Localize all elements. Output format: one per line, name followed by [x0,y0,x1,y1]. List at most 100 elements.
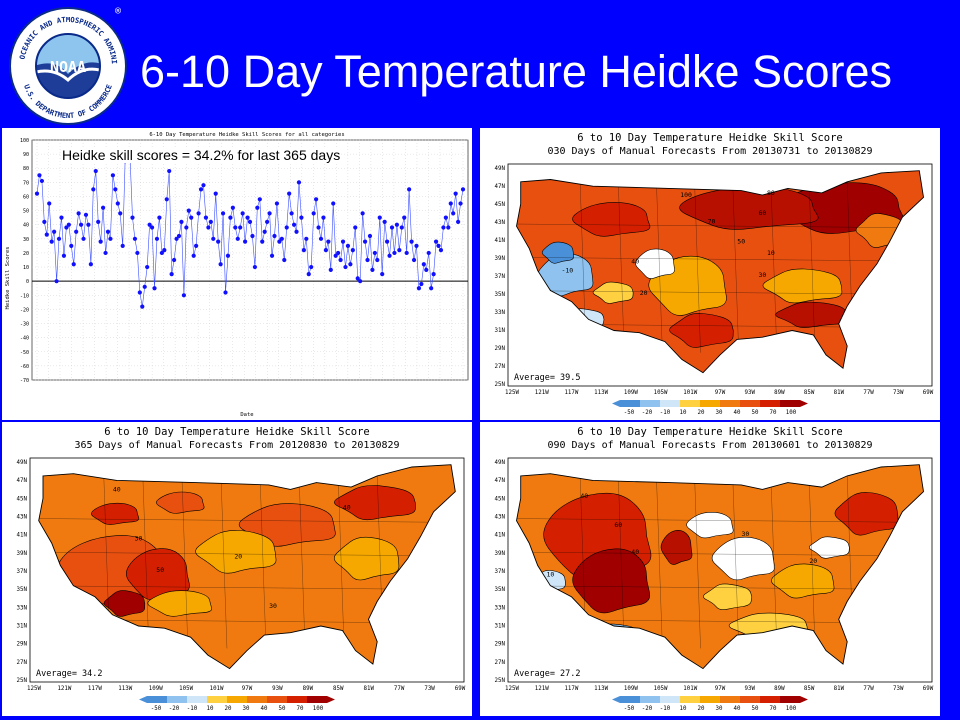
lon-label: 101W [683,390,697,396]
data-point [284,225,289,230]
scale-swatch [780,400,800,407]
data-point [345,243,351,248]
data-point [277,239,282,244]
lon-label: 113W [594,390,608,396]
scale-swatch [620,400,640,407]
lon-label: 117W [88,686,102,692]
state-border [694,181,701,353]
data-point [230,205,235,210]
data-point [86,222,91,227]
lat-label: 45N [495,202,506,208]
data-point [184,225,189,230]
lat-label: 45N [495,496,506,502]
lat-label: 31N [495,328,506,334]
scale-label: -10 [187,706,198,712]
data-point [247,219,253,224]
data-point [44,232,49,237]
lon-label: 93W [272,686,283,692]
lon-label: 89W [774,686,785,692]
data-point [98,239,103,244]
lon-label: 105W [654,686,668,692]
lat-label: 43N [495,220,506,226]
lon-label: 97W [715,390,726,396]
state-border [337,475,345,649]
state-border [770,475,778,649]
lon-label: 125W [27,686,41,692]
data-point [355,276,360,281]
data-point [377,215,382,220]
map-030-days: 6 to 10 Day Temperature Heidke Skill Sco… [495,132,934,416]
data-point [375,257,380,263]
y-tick-label: -50 [20,350,29,356]
lon-label: 121W [535,686,549,692]
y-tick-label: 100 [20,138,29,144]
data-point [448,201,453,206]
data-point [194,243,199,248]
data-point [162,248,167,253]
contour-label: 40 [631,258,639,266]
map-title: 6 to 10 Day Temperature Heidke Skill Sco… [104,426,370,438]
lon-label: 109W [624,686,638,692]
data-point [49,239,54,244]
y-tick-label: 0 [26,279,29,285]
y-tick-label: -10 [20,293,29,299]
average-label: Average= 27.2 [514,669,581,679]
data-point [61,253,67,258]
data-point [394,222,399,227]
data-point [206,225,211,230]
data-point [191,253,196,258]
data-point [203,215,209,220]
lon-label: 121W [57,686,71,692]
scale-label: -50 [624,706,635,712]
state-border [38,551,456,557]
data-point [110,173,115,178]
data-point [348,262,353,267]
data-point [66,222,71,227]
lat-label: 39N [17,551,28,557]
lat-label: 43N [17,515,28,521]
data-point [338,257,343,263]
data-point [42,219,47,224]
data-point [152,286,157,291]
lat-label: 37N [495,274,506,280]
data-point [135,250,140,256]
lat-label: 47N [17,478,28,484]
lon-label: 85W [333,686,344,692]
data-point [458,201,463,206]
contour-label: 20 [234,553,242,561]
data-point [233,225,238,230]
contour-label: 40 [631,548,639,556]
contour-label: 40 [343,503,351,511]
lon-label: 101W [683,686,697,692]
scale-label: 30 [243,706,250,712]
data-point [238,225,243,230]
data-point [69,243,74,248]
data-point [382,219,387,224]
contour-region [103,590,146,617]
scale-swatch [660,400,680,407]
contour-region [334,536,400,581]
scale-swatch [660,696,680,703]
lat-label: 33N [17,605,28,611]
data-point [74,229,79,234]
contour-label: 20 [809,557,817,565]
scale-label: -50 [151,706,162,712]
scale-label: 30 [716,410,723,416]
lat-label: 39N [495,256,506,262]
scale-swatch [740,696,760,703]
data-point [52,229,57,234]
scale-swatch [760,696,780,703]
lat-label: 33N [495,310,506,316]
lat-label: 41N [17,533,28,539]
average-label: Average= 34.2 [36,669,103,679]
data-point [245,215,250,220]
contour-region [809,536,850,559]
data-point [113,187,118,192]
data-point [88,262,93,267]
scale-arrow-right [327,696,335,703]
contour-region [572,202,651,237]
data-point [353,225,358,230]
state-border [298,475,306,649]
map-title: 6 to 10 Day Temperature Heidke Skill Sco… [577,426,843,438]
state-border [181,475,189,649]
